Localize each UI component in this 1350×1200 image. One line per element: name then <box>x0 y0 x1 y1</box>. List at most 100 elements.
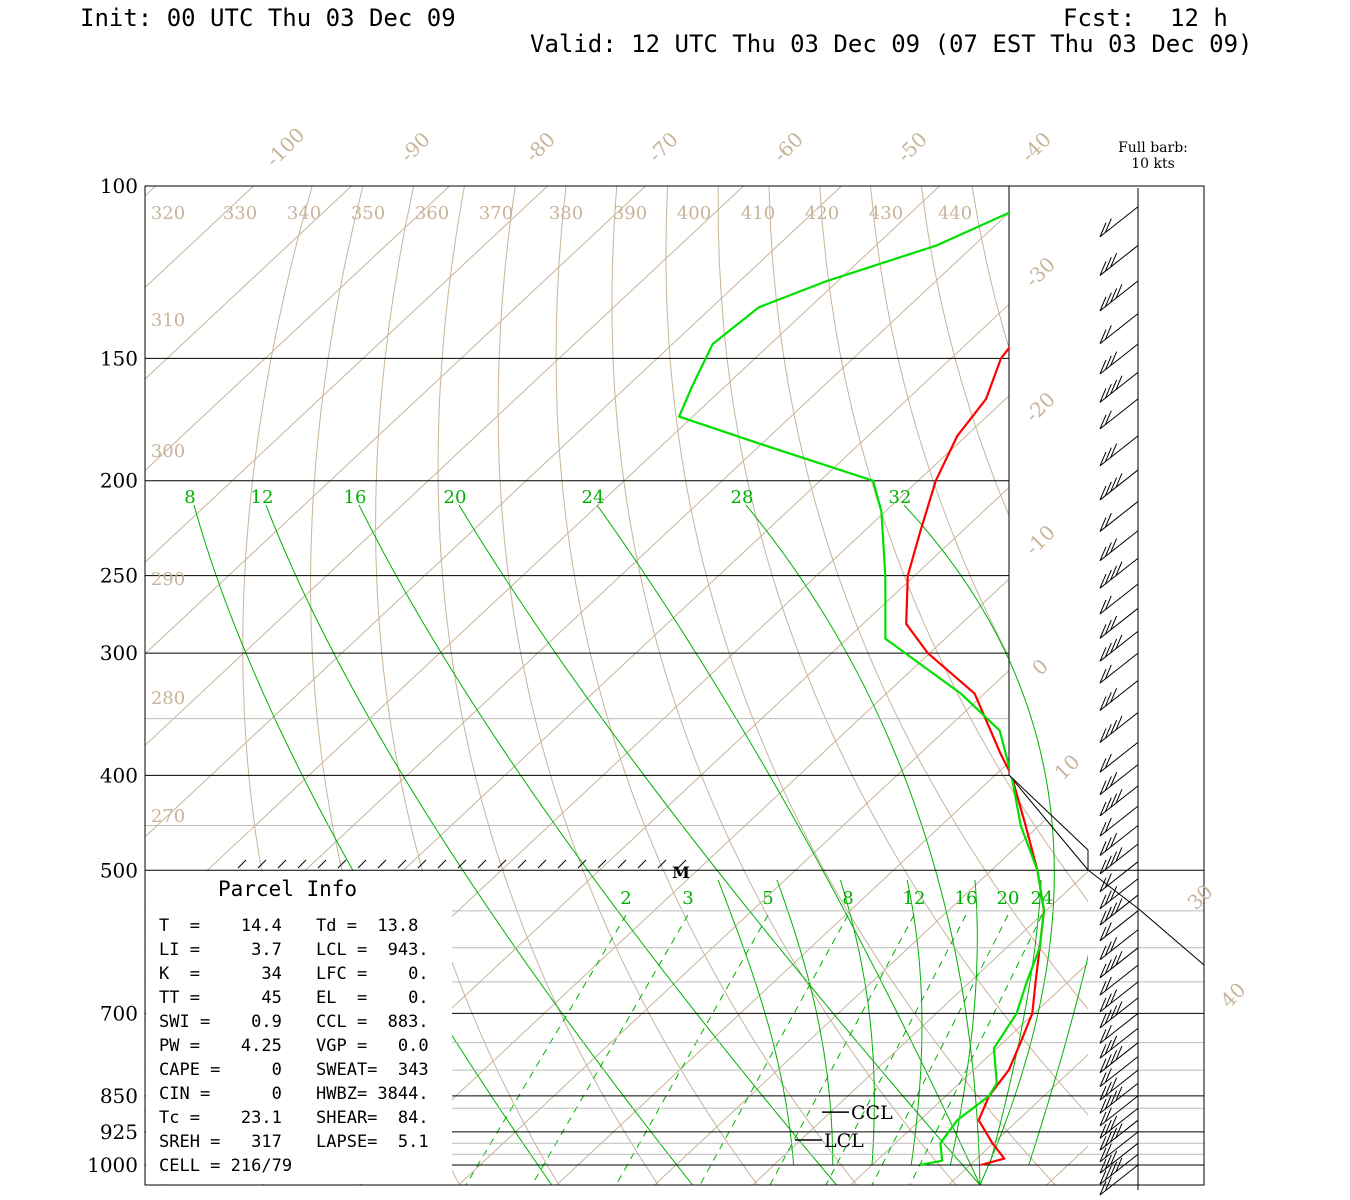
valid-time: Valid: 12 UTC Thu 03 Dec 09 (07 EST Thu … <box>530 30 1253 58</box>
wind-barb-feather <box>1104 976 1112 992</box>
isotherm-label: 0 <box>1027 654 1053 680</box>
hatch-mark <box>257 859 267 869</box>
mixing-ratio-label-lower: 3 <box>682 888 693 909</box>
wind-barb-feather <box>1099 647 1107 662</box>
wind-barb <box>1099 652 1139 684</box>
pressure-label-925: 925 <box>100 1120 138 1144</box>
dry-adiabat <box>1124 186 1350 1186</box>
wind-barb <box>1099 469 1139 501</box>
wind-barb-feather <box>1110 538 1118 553</box>
wind-barb <box>1099 964 1139 996</box>
parcel-info-row: Tc = 23.1 <box>159 1108 282 1128</box>
wind-barb-feather <box>1104 595 1112 610</box>
wind-barb-feather <box>1099 1085 1107 1101</box>
theta-label: 420 <box>805 203 839 224</box>
mixing-ratio-dashed <box>465 914 627 1186</box>
wind-barb-feather <box>1110 1161 1118 1177</box>
theta-label: 350 <box>351 203 385 224</box>
wind-barb-feather <box>1104 941 1112 956</box>
isotherm-line <box>145 186 156 1185</box>
wind-barb-feather <box>1104 513 1112 528</box>
wind-barb-feather <box>1099 910 1107 926</box>
hatch-mark <box>517 859 527 869</box>
parcel-info-row: CELL = 216/79 <box>159 1156 292 1176</box>
isotherm-line <box>1242 186 1350 1186</box>
wind-barb-feather <box>1104 1039 1112 1055</box>
wind-barb-feather <box>1099 945 1107 960</box>
isotherm-label: -60 <box>768 127 808 167</box>
theta-label-left: 280 <box>151 688 185 709</box>
moist-adiabat <box>949 880 978 1166</box>
dry-adiabat <box>497 186 759 1185</box>
wind-barb <box>1099 1119 1139 1151</box>
wind-barb <box>1099 910 1139 942</box>
wind-barb-feather <box>1104 542 1112 557</box>
wind-barb-feather <box>1115 284 1123 299</box>
wind-barb <box>1099 1164 1139 1196</box>
hatch-mark <box>497 859 507 869</box>
wind-barb-feather <box>1099 821 1107 837</box>
wind-barb-feather <box>1104 1024 1112 1040</box>
wind-barb-feather <box>1104 1143 1112 1158</box>
forecast-hour-label: Fcst: <box>1063 4 1136 32</box>
theta-label: 370 <box>479 203 513 224</box>
wind-barb <box>1099 843 1139 875</box>
hatch-mark <box>577 859 587 869</box>
parcel-info-row: CAPE = 0 <box>159 1060 282 1080</box>
wind-barb <box>1099 712 1139 743</box>
mixing-ratio-label-lower: 20 <box>997 888 1020 909</box>
isotherm-line <box>751 186 1088 1185</box>
wind-barb-feather <box>1110 1090 1118 1106</box>
wind-barb-feather <box>1099 780 1107 795</box>
barb-legend-title: Full barb: <box>1118 140 1188 156</box>
wind-barb-feather <box>1099 1058 1107 1073</box>
wind-barb-feather <box>1104 692 1112 707</box>
wind-barb <box>1099 1042 1139 1074</box>
parcel-info-row: SREH = 317 <box>159 1132 282 1152</box>
wind-barb-feather <box>1099 728 1107 743</box>
forecast-hour-value: 12 h <box>1170 4 1228 32</box>
hatch-mark <box>637 859 647 869</box>
wind-barb-feather <box>1099 485 1107 501</box>
dry-adiabat <box>1175 186 1350 1186</box>
wind-barb-feather <box>1110 1115 1118 1131</box>
isotherm-line <box>1340 186 1350 1186</box>
parcel-info-row: T = 14.4 <box>159 916 282 936</box>
pressure-label-200: 200 <box>100 469 138 493</box>
wind-barb-feather <box>1099 1147 1107 1163</box>
wind-barb-feather <box>1104 1081 1112 1097</box>
dry-adiabat <box>717 186 1088 1185</box>
wind-barb <box>1099 785 1139 817</box>
wind-barb <box>1099 1069 1139 1101</box>
mixing-ratio-line <box>193 504 553 1186</box>
wind-barb-feather <box>1110 379 1118 395</box>
isotherm-line <box>145 186 646 1185</box>
wind-barb-feather <box>1110 288 1118 303</box>
hatch-mark <box>557 859 567 869</box>
wind-barb <box>1099 1056 1139 1088</box>
wind-barb-feather <box>1104 724 1112 739</box>
wind-barb-feather <box>1099 894 1107 909</box>
wind-barb-feather <box>1110 989 1118 1004</box>
wind-barb <box>1099 583 1139 615</box>
isotherm-line <box>0 186 58 1186</box>
wind-barb-feather <box>1099 546 1107 561</box>
wind-barb-feather <box>1099 1111 1107 1127</box>
wind-barb-feather <box>1115 1157 1123 1172</box>
wind-barb-feather <box>1115 1123 1123 1138</box>
wind-barb-feather <box>1104 776 1112 791</box>
pressure-label-100: 100 <box>100 174 138 198</box>
wind-barb <box>1099 557 1139 589</box>
wind-barb-feather <box>1099 359 1107 375</box>
hatch-mark <box>477 859 487 869</box>
mixing-ratio-label: 12 <box>251 487 274 508</box>
dry-adiabat <box>870 186 1088 1185</box>
wind-barb-feather <box>1110 1005 1118 1020</box>
wind-barb-feather <box>1110 1050 1118 1065</box>
wind-barb <box>1099 861 1139 893</box>
mixing-ratio-label: 8 <box>184 487 195 508</box>
wind-barb <box>1099 929 1139 961</box>
parcel-info-row-value: HWBZ= 3844. <box>316 1084 429 1104</box>
wind-barb-feather <box>1099 1136 1107 1151</box>
wind-barb-feather <box>1104 890 1112 905</box>
